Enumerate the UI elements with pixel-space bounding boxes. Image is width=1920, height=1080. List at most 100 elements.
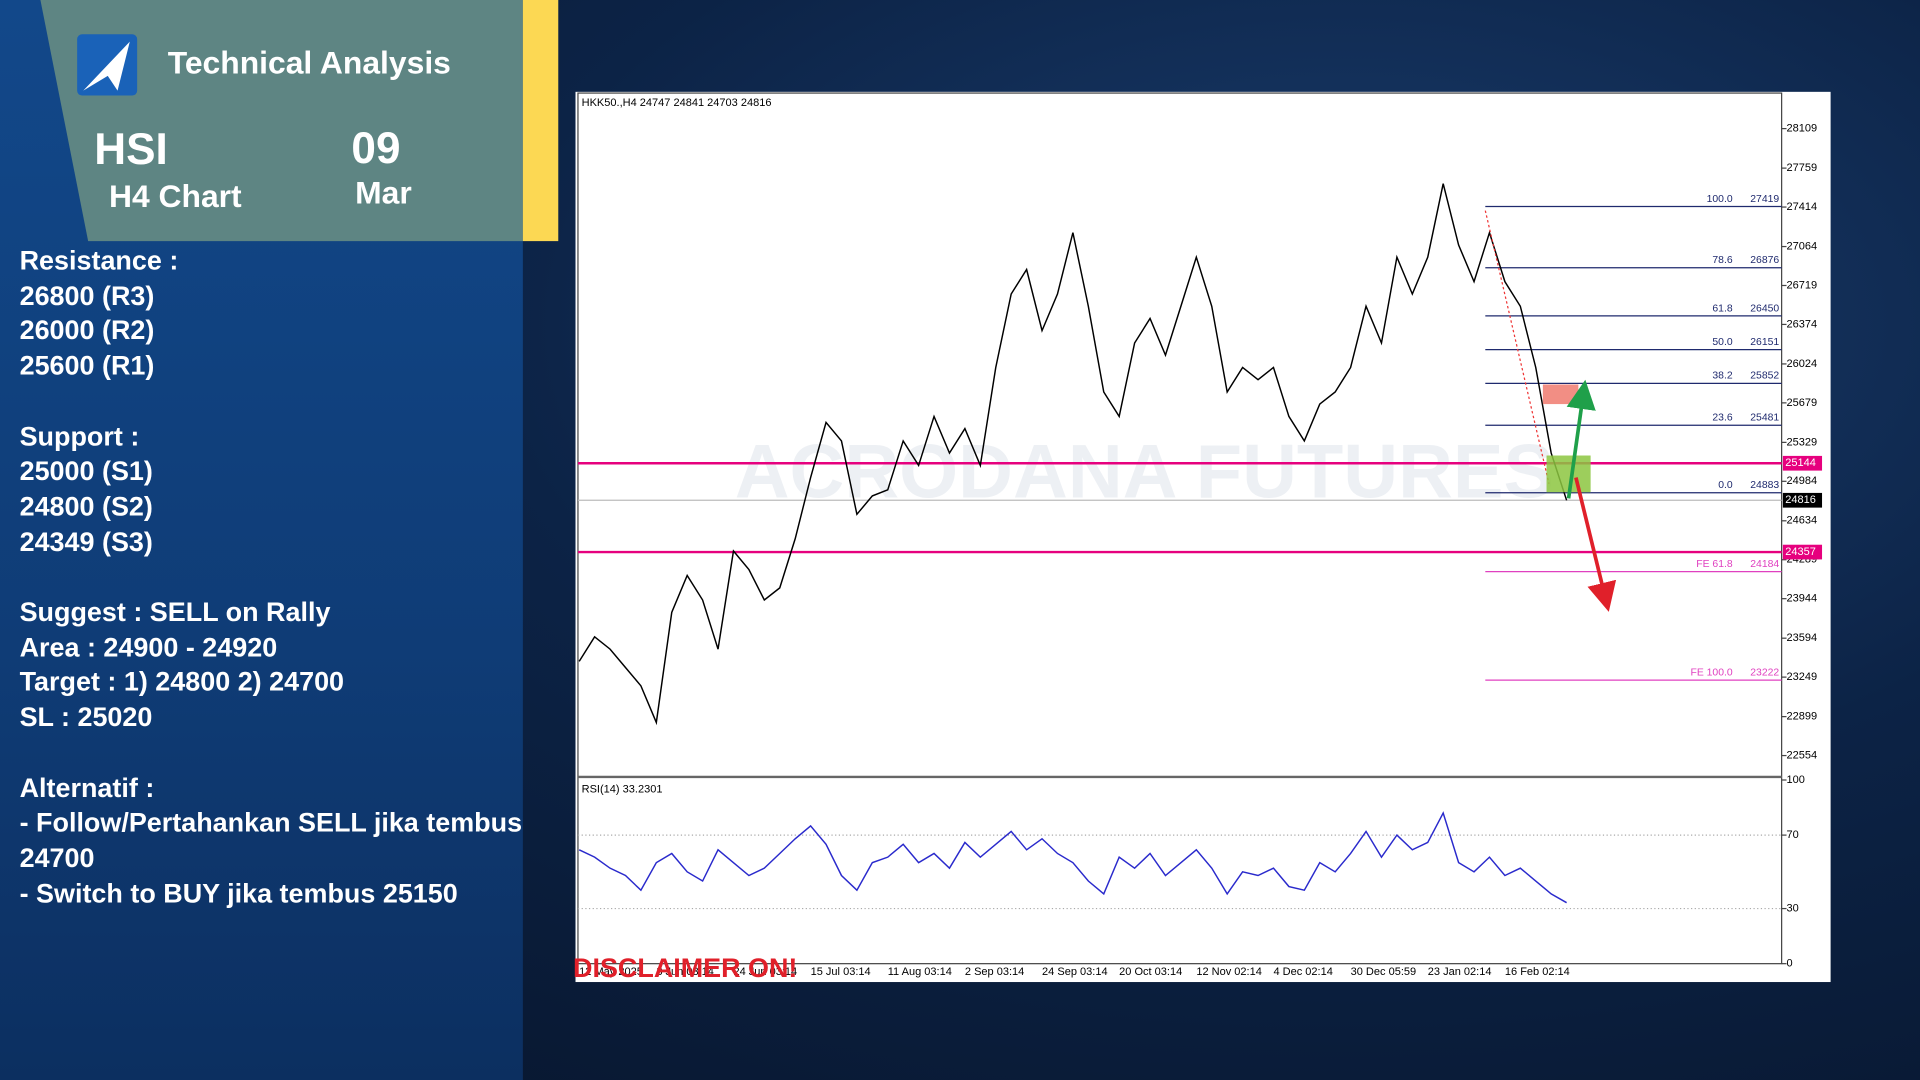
y-tick-label: 27414 bbox=[1787, 201, 1818, 213]
analysis-line: 24349 (S3) bbox=[19, 526, 153, 557]
level-tag-label: 25144 bbox=[1785, 457, 1816, 469]
fib-value: 24184 bbox=[1750, 559, 1779, 570]
y-tick-label: 0 bbox=[1787, 958, 1793, 970]
y-tick-label: 27759 bbox=[1787, 162, 1818, 174]
x-tick-label: 15 Jul 03:14 bbox=[811, 966, 871, 978]
y-tick-label: 26719 bbox=[1787, 279, 1818, 291]
y-tick-label: 24634 bbox=[1787, 515, 1818, 527]
x-tick-label: 2 Sep 03:14 bbox=[965, 966, 1024, 978]
analysis-line: 24800 (S2) bbox=[19, 490, 153, 522]
title: Technical Analysis bbox=[167, 44, 451, 81]
level-tag-label: 24357 bbox=[1785, 546, 1816, 558]
analysis-line: Alternatif : bbox=[19, 772, 155, 803]
analysis-group: Alternatif : - Follow/Pertahankan SELL ji… bbox=[20, 771, 534, 912]
fib-value: 25852 bbox=[1750, 371, 1779, 382]
analysis-group: Resistance : 26800 (R3) 26000 (R2) 25600 (R… bbox=[20, 244, 534, 385]
fib-value: 26450 bbox=[1750, 303, 1779, 314]
level-tag bbox=[1782, 544, 1823, 560]
accent-strip bbox=[522, 0, 559, 242]
pane-title: RSI(14) 33.2301 bbox=[582, 784, 663, 796]
fib-value: 25481 bbox=[1750, 413, 1779, 424]
analysis-line: - Switch to BUY jika tembus 25150 bbox=[19, 877, 458, 909]
y-tick-label: 25679 bbox=[1787, 397, 1818, 409]
analysis-line: - Follow/Pertahankan SELL jika tembus 24… bbox=[19, 807, 523, 873]
symbol: HSI bbox=[94, 123, 168, 174]
y-tick-label: 28109 bbox=[1787, 123, 1818, 135]
analysis-line: 26800 (R3) bbox=[19, 280, 155, 311]
down-arrow bbox=[1574, 477, 1617, 612]
analysis-line: Suggest : SELL on Rally bbox=[19, 596, 331, 627]
fib-value: 26876 bbox=[1750, 255, 1779, 266]
x-tick-label: 30 Dec 05:59 bbox=[1351, 966, 1417, 978]
y-tick-label: 100 bbox=[1787, 774, 1805, 786]
fib-label: FE 61.8 bbox=[1696, 559, 1733, 570]
y-tick-label: 30 bbox=[1787, 902, 1799, 914]
sell-zone bbox=[1542, 384, 1579, 405]
x-tick-label: 3 Jun 03:14 bbox=[656, 966, 714, 978]
analysis-group: Support :25000 (S1) 24800 (S2) 24349 (S3) bbox=[20, 419, 534, 560]
series-line bbox=[578, 183, 1568, 726]
x-tick-label: 12 Nov 02:14 bbox=[1196, 966, 1262, 978]
y-tick-label: 25329 bbox=[1787, 436, 1818, 448]
x-tick-label: 23 Jan 02:14 bbox=[1428, 966, 1492, 978]
x-tick-label: 4 Dec 02:14 bbox=[1273, 966, 1332, 978]
y-tick-label: 23944 bbox=[1787, 593, 1818, 605]
series-line bbox=[578, 811, 1567, 904]
level-tag bbox=[1782, 455, 1823, 471]
fib-label: 50.0 bbox=[1712, 337, 1732, 348]
y-tick-label: 26374 bbox=[1787, 318, 1818, 330]
fib-label: 0.0 bbox=[1718, 480, 1733, 491]
analysis-line: SL : 25020 bbox=[19, 701, 153, 733]
y-tick-label: 22554 bbox=[1787, 749, 1818, 761]
analysis-group: Suggest : SELL on Rally Area : 24900 - 24… bbox=[20, 595, 534, 736]
fib-value: 27419 bbox=[1750, 194, 1779, 205]
x-tick-label: 16 Feb 02:14 bbox=[1505, 966, 1570, 978]
fib-label: 23.6 bbox=[1712, 413, 1732, 424]
y-tick-label: 24984 bbox=[1787, 475, 1818, 487]
fib-label: 78.6 bbox=[1712, 255, 1732, 266]
x-tick-label: 24 Sep 03:14 bbox=[1042, 966, 1108, 978]
y-tick-label: 26024 bbox=[1787, 358, 1818, 370]
analysis: Resistance : 26800 (R3) 26000 (R2) 25600 (R… bbox=[20, 244, 534, 947]
day: 09 bbox=[351, 122, 401, 173]
analysis-line: Support : bbox=[19, 420, 140, 452]
y-tick-label: 70 bbox=[1787, 829, 1799, 841]
x-tick-label: 11 Aug 03:14 bbox=[888, 966, 952, 978]
y-tick-label: 27064 bbox=[1787, 240, 1818, 252]
pane-title: HKK50.,H4 24747 24841 24703 24816 bbox=[582, 97, 772, 109]
fib-label: 100.0 bbox=[1707, 194, 1733, 205]
analysis-line: 25600 (R1) bbox=[19, 350, 155, 381]
analysis-line: 25000 (S1) bbox=[19, 455, 153, 487]
y-tick-label: 23249 bbox=[1787, 671, 1818, 683]
chart-content: HKK50.,H4 24747 24841 24703 24816 22554 22… bbox=[577, 97, 1823, 978]
fib-value: 23222 bbox=[1750, 668, 1779, 679]
up-arrow bbox=[1566, 379, 1596, 499]
fib-value: 26151 bbox=[1750, 337, 1779, 348]
month: Mar bbox=[355, 173, 412, 211]
y-tick-label: 22899 bbox=[1787, 711, 1818, 723]
analysis-line: Area : 24900 - 24920 bbox=[19, 631, 278, 663]
watermark: ACRODANA FUTURES bbox=[735, 430, 1554, 515]
plot-frame bbox=[577, 92, 1783, 965]
header-bg bbox=[40, 0, 523, 242]
disclaimer: DISCLAIMER ON! bbox=[573, 953, 797, 983]
x-tick-label: 12 May 2025 bbox=[579, 966, 643, 978]
x-tick-label: 24 Jun 03:14 bbox=[733, 966, 797, 978]
price-tag bbox=[1782, 492, 1823, 508]
logo bbox=[77, 34, 138, 96]
analysis-line: 26000 (R2) bbox=[19, 315, 155, 346]
fib-label: FE 100.0 bbox=[1690, 668, 1732, 679]
timeframe: H4 Chart bbox=[108, 177, 242, 215]
analysis-line: Target : 1) 24800 2) 24700 bbox=[19, 666, 345, 698]
fib-value: 24883 bbox=[1750, 480, 1779, 491]
chart-bg bbox=[575, 91, 1831, 983]
analysis-line: Resistance : bbox=[19, 244, 179, 276]
x-tick-label: 20 Oct 03:14 bbox=[1119, 966, 1182, 978]
fib-label: 61.8 bbox=[1712, 303, 1732, 314]
header-box bbox=[40, 0, 559, 242]
y-tick-label: 23594 bbox=[1787, 632, 1818, 644]
fib-label: 38.2 bbox=[1712, 371, 1732, 382]
price-tag-label: 24816 bbox=[1785, 494, 1816, 506]
